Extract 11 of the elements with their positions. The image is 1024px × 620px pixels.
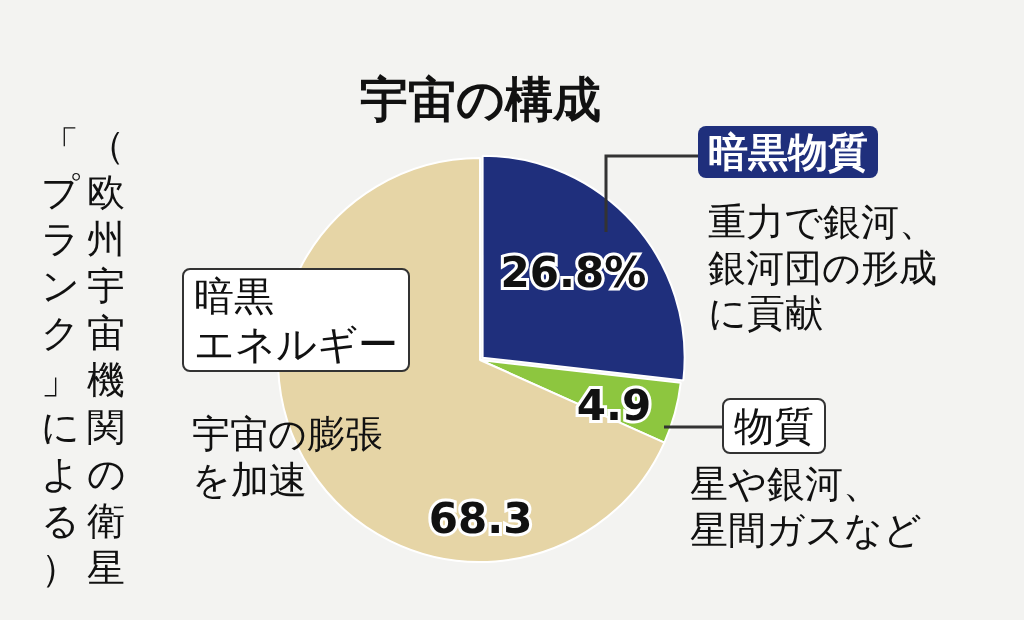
text: 宇宙の膨張を加速: [192, 412, 383, 504]
slice-label: 暗黒物質: [708, 128, 868, 176]
slice-label: 暗黒エネルギー: [194, 272, 398, 368]
text: 星や銀河、星間ガスなど: [690, 462, 922, 554]
data-label: 4.9: [576, 381, 652, 431]
text: （欧州宇宙機関の衛星「プランク」による）: [40, 123, 126, 590]
data-label: 26.8%: [500, 248, 647, 298]
text: 重力で銀河、銀河団の形成に貢献: [708, 200, 937, 337]
chart-title: 宇宙の構成: [358, 70, 602, 129]
data-label: 68.3: [428, 493, 533, 543]
slice-label: 物質: [734, 402, 814, 450]
